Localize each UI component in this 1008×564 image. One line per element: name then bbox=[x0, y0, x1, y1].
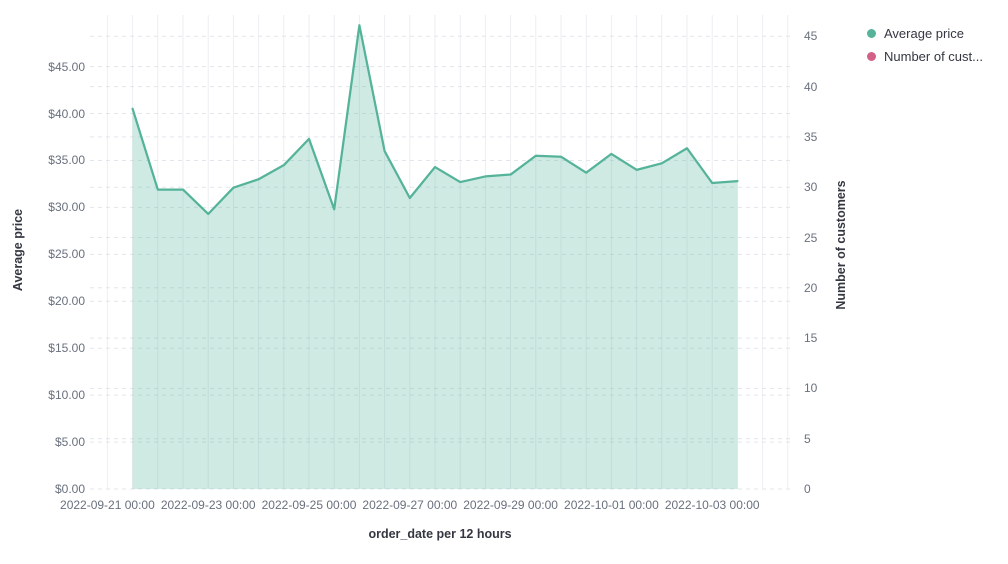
legend-label: Number of cust... bbox=[884, 49, 983, 64]
y-axis-right-title: Number of customers bbox=[834, 180, 848, 310]
legend-label: Average price bbox=[884, 26, 964, 41]
legend: Average price Number of cust... bbox=[867, 22, 983, 68]
series-color-dot-icon bbox=[867, 29, 876, 38]
x-axis-title: order_date per 12 hours bbox=[368, 527, 512, 541]
legend-item-number-of-customers[interactable]: Number of cust... bbox=[867, 45, 983, 68]
area-fill-average-price bbox=[132, 25, 738, 489]
legend-item-average-price[interactable]: Average price bbox=[867, 22, 983, 45]
y-axis-left-title: Average price bbox=[11, 208, 25, 292]
series-line-average-price bbox=[131, 24, 739, 216]
series-color-dot-icon bbox=[867, 52, 876, 61]
